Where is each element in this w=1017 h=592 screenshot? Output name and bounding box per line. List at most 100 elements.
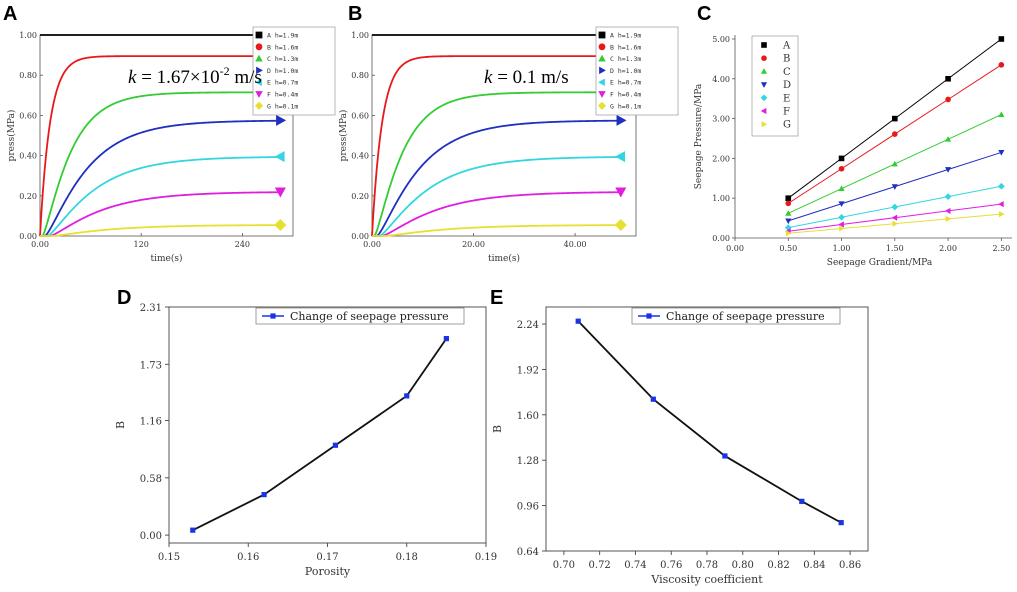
data-point [785, 210, 791, 216]
legend-label: F [783, 107, 790, 118]
data-point [892, 221, 898, 227]
x-axis-label: Viscosity coefficient [650, 573, 763, 586]
k-value: = 1.67×10 [136, 67, 219, 88]
x-tick-label: 1.00 [833, 244, 851, 253]
k-annotation: k = 1.67×10-2 m/s [128, 64, 262, 88]
data-point [444, 336, 449, 341]
data-point [651, 397, 656, 402]
data-point [838, 185, 844, 191]
x-tick-label: 0.86 [839, 560, 861, 571]
panel-letter-e: E [490, 287, 503, 309]
legend-label: E h=0.7m [610, 79, 641, 87]
x-tick-label: 0.76 [660, 560, 682, 571]
data-point [262, 492, 267, 497]
legend-marker [599, 32, 606, 39]
y-tick-label: 0.00 [140, 531, 162, 542]
series-line [372, 192, 621, 236]
legend-label: G [783, 120, 791, 131]
k-value: = 0.1 m/s [492, 67, 568, 88]
series-line [578, 321, 841, 522]
data-point [999, 211, 1005, 217]
y-tick-label: 1.28 [517, 456, 539, 467]
data-point [946, 216, 952, 222]
legend-label: A h=1.9m [610, 32, 641, 40]
x-tick-label: 0.00 [31, 240, 49, 249]
y-axis-label: press(MPa) [338, 110, 349, 162]
chart-d: 0.00 0.58 1.16 1.73 2.31 0.15 0.16 0.17 0.18 0.19… [114, 303, 497, 578]
x-tick-label: 0.16 [237, 552, 259, 563]
y-axis-label: Seepage Pressure/MPa [694, 83, 704, 189]
legend-marker [761, 55, 767, 61]
y-tick-label: 0.20 [19, 192, 37, 201]
y-tick-label: 0.40 [19, 152, 37, 161]
y-tick-label: 2.00 [712, 154, 730, 163]
k-unit: m/s [230, 67, 262, 88]
data-point [839, 156, 845, 162]
x-axis-label: time(s) [488, 253, 520, 264]
chart-e: 0.64 0.96 1.28 1.60 1.92 2.24 0.70 0.72 0.74 0.76… [491, 307, 868, 586]
x-tick-label: 0.82 [767, 560, 789, 571]
data-point [839, 166, 845, 172]
legend-label: A [782, 41, 791, 52]
data-point [892, 215, 898, 221]
legend-label: D h=1.0m [610, 67, 641, 75]
series-end-marker [274, 219, 286, 231]
series-line [40, 192, 280, 236]
x-tick-label: 0.80 [732, 560, 754, 571]
data-point [785, 201, 791, 207]
chart-a: 0.000.200.400.600.801.000.00 120 240time(s… [6, 27, 335, 264]
data-point [839, 520, 844, 525]
data-point [799, 499, 804, 504]
x-tick-label: 20.00 [462, 240, 485, 249]
chart-c: 0.001.002.003.004.005.000.00 0.50 1.00 1.50… [694, 35, 1012, 268]
data-point [892, 131, 898, 137]
data-point [998, 201, 1004, 207]
x-tick-label: 0.17 [316, 552, 338, 563]
figure: A B C D E 0.000.200.400.600.801.000.00 12… [0, 0, 1017, 592]
data-point [891, 204, 898, 211]
data-point [722, 453, 727, 458]
y-tick-label: 1.16 [140, 417, 162, 428]
y-tick-label: 0.40 [351, 152, 369, 161]
legend-label: F h=0.4m [267, 91, 298, 99]
legend-marker [256, 32, 263, 39]
legend-marker [646, 313, 651, 318]
y-tick-label: 0.80 [351, 71, 369, 80]
legend-marker [256, 43, 263, 50]
x-tick-label: 2.50 [992, 244, 1010, 253]
y-tick-label: 1.00 [19, 31, 37, 40]
panel-letter-d: D [117, 287, 131, 309]
legend-label: C h=1.3m [610, 55, 641, 63]
y-tick-label: 2.31 [140, 303, 162, 314]
data-point [190, 528, 195, 533]
x-tick-label: 120 [134, 240, 149, 249]
k-exponent: -2 [220, 64, 230, 78]
x-axis-label: Porosity [305, 565, 351, 578]
series-line [40, 225, 280, 236]
data-point [999, 36, 1005, 42]
x-tick-label: 0.72 [589, 560, 611, 571]
x-tick-label: 0.19 [475, 552, 497, 563]
x-axis-label: time(s) [151, 253, 183, 264]
y-tick-label: 0.60 [351, 111, 369, 120]
y-tick-label: 1.60 [517, 411, 539, 422]
series-end-marker [276, 115, 286, 126]
y-tick-label: 0.60 [19, 111, 37, 120]
x-tick-label: 0.84 [803, 560, 825, 571]
legend-label: B h=1.6m [267, 43, 298, 51]
data-point [838, 214, 845, 221]
y-tick-label: 0.80 [19, 71, 37, 80]
series-line [193, 339, 447, 531]
data-point [945, 193, 952, 200]
x-tick-label: 0.18 [396, 552, 418, 563]
x-tick-label: 0.74 [624, 560, 646, 571]
x-tick-label: 2.00 [939, 244, 957, 253]
data-point [999, 62, 1005, 68]
panel-letter-a: A [3, 3, 17, 25]
legend-label: E [783, 93, 790, 104]
plot-frame [169, 307, 486, 543]
x-tick-label: 240 [235, 240, 250, 249]
series-end-marker [275, 151, 285, 162]
x-tick-label: 40.00 [564, 240, 587, 249]
legend-label: D [783, 80, 791, 91]
